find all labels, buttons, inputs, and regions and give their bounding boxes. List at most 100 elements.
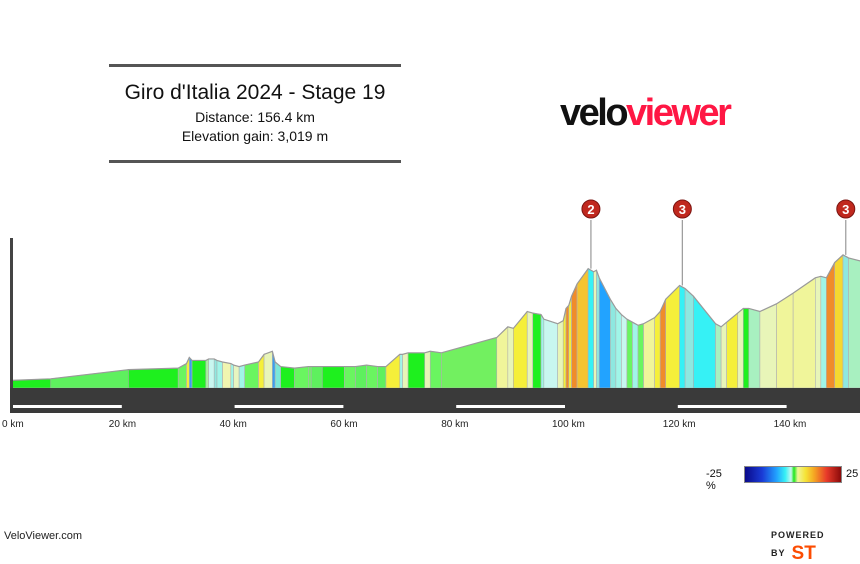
legend-max-label: 25: [846, 468, 859, 480]
climb-category-label: 2: [587, 202, 594, 217]
elevation-profile-chart: 2 3 3: [10, 199, 860, 413]
profile-segment: [571, 283, 578, 389]
profile-segment: [834, 254, 844, 389]
profile-segment: [366, 364, 378, 389]
profile-segment: [726, 312, 739, 389]
x-tick-label: 0 km: [2, 419, 24, 430]
profile-segment: [532, 312, 542, 389]
strava-brand: ST: [791, 543, 816, 564]
profile-segment: [407, 352, 426, 389]
profile-segment: [543, 318, 558, 389]
profile-segment: [659, 299, 667, 389]
x-tick-label: 60 km: [330, 419, 358, 430]
scale-segment: [234, 405, 344, 408]
stage-title: Giro d'Italia 2024 - Stage 19: [124, 81, 386, 104]
profile-segment: [626, 318, 633, 389]
climb-category-label: 3: [679, 202, 686, 217]
powered-by-strava: POWERED BY ST: [771, 530, 860, 564]
profile-segment: [263, 350, 273, 389]
profile-segment: [238, 364, 245, 389]
profile-segment: [191, 360, 207, 389]
profile-segment: [128, 367, 179, 389]
profile-segment: [294, 366, 309, 389]
profile-segment: [826, 262, 835, 389]
profile-segment: [848, 257, 860, 389]
title-top-rule: [109, 64, 401, 67]
profile-segment: [429, 350, 442, 389]
scale-segment: [677, 405, 787, 408]
profile-segment: [377, 366, 387, 389]
profile-segment: [230, 363, 234, 389]
x-tick-label: 120 km: [662, 419, 696, 430]
profile-segment: [205, 358, 209, 389]
profile-segment: [842, 254, 849, 389]
profile-segment: [216, 360, 223, 389]
profile-segment: [643, 317, 655, 389]
profile-segment: [355, 364, 367, 389]
veloviewer-site-link[interactable]: VeloViewer.com: [4, 530, 83, 542]
profile-segment: [213, 358, 218, 389]
profile-segment: [310, 366, 323, 389]
profile-segment: [557, 320, 564, 389]
profile-segment: [814, 275, 822, 389]
profile-segment: [507, 326, 514, 389]
gradient-color-bar: [744, 466, 842, 483]
profile-segment: [593, 269, 597, 389]
x-tick-label: 140 km: [773, 419, 807, 430]
profile-segment: [715, 323, 722, 389]
title-bottom-rule: [109, 160, 401, 163]
profile-segment: [402, 352, 409, 389]
profile-segment: [742, 308, 750, 389]
profile-segment: [280, 366, 295, 389]
profile-segment: [513, 310, 528, 389]
profile-segment: [399, 354, 403, 389]
climb-category-badge[interactable]: [581, 199, 601, 219]
stage-distance: Distance: 156.4 km: [195, 109, 315, 125]
profile-segment: [258, 353, 265, 389]
profile-segment: [587, 268, 595, 389]
x-tick-label: 20 km: [108, 419, 137, 430]
x-axis-bar: [10, 388, 860, 413]
climb-category-label: 3: [842, 202, 849, 217]
profile-segment: [526, 311, 534, 389]
stage-elevation-gain: Elevation gain: 3,019 m: [181, 128, 329, 144]
climb-category-badge[interactable]: [836, 199, 856, 219]
stage-title-box: Giro d'Italia 2024 - Stage 19 Distance: …: [109, 64, 401, 164]
profile-segment: [222, 361, 232, 389]
profile-segment: [637, 323, 644, 389]
scale-segment: [13, 405, 122, 408]
profile-segment: [737, 307, 744, 389]
profile-segment: [321, 366, 345, 389]
profile-segment: [665, 284, 680, 389]
veloviewer-logo: veloviewer: [560, 92, 732, 134]
profile-segment: [720, 321, 727, 389]
logo-part-viewer: viewer: [626, 92, 732, 134]
x-tick-label: 100 km: [552, 419, 585, 430]
profile-segment: [565, 304, 570, 389]
profile-segment: [632, 321, 639, 389]
profile-segment: [188, 356, 193, 389]
y-axis: [10, 238, 13, 391]
legend-min-label: -25 %: [706, 468, 722, 492]
profile-segment: [568, 296, 572, 389]
scale-segment: [456, 405, 565, 408]
profile-segment: [50, 369, 129, 389]
profile-segment: [792, 277, 816, 389]
profile-segment: [208, 358, 215, 389]
profile-segment: [776, 292, 794, 389]
profile-segment: [598, 277, 611, 389]
profile-segment: [596, 270, 600, 389]
profile-segment: [344, 366, 356, 389]
profile-outline: [11, 254, 860, 381]
profile-segment: [654, 310, 661, 389]
profile-segment: [610, 298, 617, 389]
profile-segment: [308, 366, 312, 389]
x-tick-label: 80 km: [441, 419, 469, 430]
climb-category-badge[interactable]: [672, 199, 692, 219]
x-tick-label: 40 km: [219, 419, 247, 430]
profile-segment: [385, 353, 401, 389]
profile-segment: [621, 313, 628, 389]
profile-segment: [615, 307, 622, 389]
logo-part-velo: velo: [560, 92, 629, 134]
profile-segment: [576, 267, 589, 389]
